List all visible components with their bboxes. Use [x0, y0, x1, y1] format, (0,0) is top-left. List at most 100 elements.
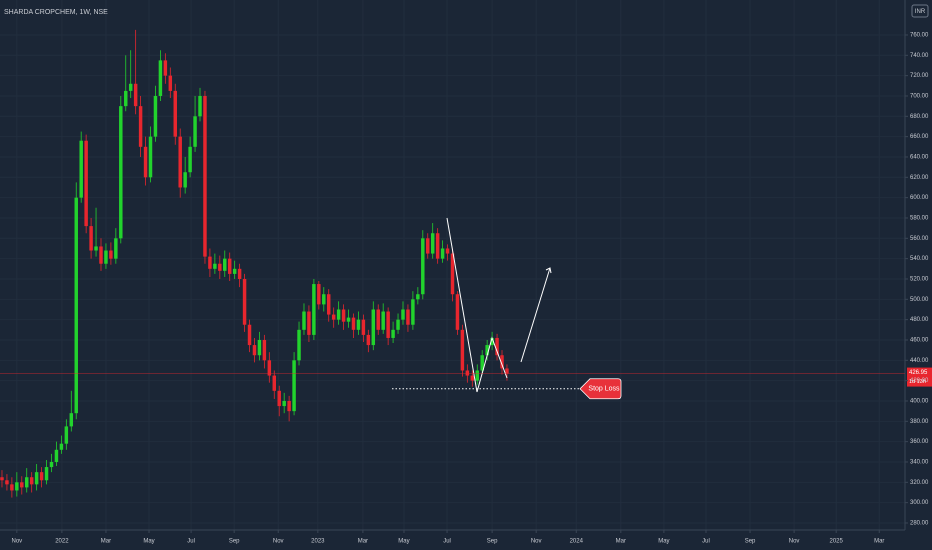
candle-body	[445, 248, 450, 254]
y-tick-label: 560.00	[910, 236, 929, 242]
y-tick-label: 580.00	[910, 216, 929, 222]
candle-body	[133, 83, 138, 107]
candle-body	[426, 238, 430, 254]
candle-body	[490, 337, 494, 346]
candle-body	[252, 345, 257, 356]
candle-body	[376, 309, 380, 330]
candle-body	[366, 334, 371, 346]
candle-body	[465, 370, 470, 376]
candle-body	[406, 309, 410, 325]
candle-body	[124, 90, 128, 107]
x-tick-label: Sep	[229, 539, 240, 545]
candle-body	[297, 329, 301, 361]
y-tick-label: 740.00	[910, 53, 929, 59]
candle-body	[193, 116, 197, 147]
candle-body	[163, 60, 168, 76]
candle-body	[49, 461, 54, 468]
candle-body	[485, 345, 489, 356]
candle-body	[168, 75, 173, 91]
candle-body	[44, 467, 49, 481]
x-tick-label: Mar	[874, 539, 884, 545]
candle-body	[20, 482, 24, 488]
candle-body	[119, 106, 123, 239]
y-tick-label: 340.00	[910, 460, 929, 466]
x-tick-label: Sep	[487, 539, 498, 545]
x-tick-label: May	[658, 539, 669, 545]
y-tick-label: 360.00	[910, 439, 929, 445]
chart-title: SHARDA CROPCHEM, 1W, NSE	[4, 9, 108, 16]
candle-body	[391, 329, 395, 338]
trend-line	[446, 217, 478, 393]
y-tick-label: 720.00	[910, 73, 929, 79]
candle-body	[331, 314, 336, 320]
y-tick-label: 300.00	[910, 500, 929, 506]
x-tick-label: Nov	[531, 539, 542, 545]
candle-body	[450, 253, 455, 295]
candle-body	[302, 311, 306, 330]
overlay: 426.95 1d 13h Stop Loss	[0, 367, 932, 400]
candle-body	[242, 278, 247, 325]
candle-body	[455, 294, 460, 330]
last-price-label: 426.95	[909, 370, 928, 376]
x-tick-label: May	[398, 539, 409, 545]
y-tick-label: 440.00	[910, 358, 929, 364]
candle-body	[326, 294, 331, 315]
y-tick-label: 480.00	[910, 317, 929, 323]
candle-body	[218, 263, 222, 271]
candle-body	[148, 136, 153, 178]
y-tick-label: 600.00	[910, 195, 929, 201]
candle-body	[128, 83, 133, 91]
candle-body	[470, 375, 475, 381]
candle-body	[114, 238, 118, 259]
candle-body	[272, 375, 277, 391]
candle-body	[158, 60, 163, 96]
candle-body	[79, 140, 83, 198]
candle-body	[292, 360, 296, 412]
candle-body	[227, 258, 232, 274]
x-tick-label: Jul	[702, 539, 710, 545]
candle-body	[109, 250, 113, 259]
y-tick-label: 620.00	[910, 175, 929, 181]
x-tick-label: 2024	[570, 539, 584, 545]
candle-body	[361, 319, 366, 335]
candle-body	[89, 226, 93, 251]
y-tick-label: 320.00	[910, 480, 929, 486]
x-tick-label: Mar	[358, 539, 368, 545]
x-tick-label: Mar	[616, 539, 626, 545]
candle-body	[351, 317, 356, 330]
y-tick-label: 700.00	[910, 94, 929, 100]
candle-body	[371, 309, 376, 346]
candle-body	[208, 256, 212, 269]
candle-body	[198, 95, 202, 117]
candle-body	[69, 413, 74, 427]
x-tick-label: Nov	[11, 539, 22, 545]
candles	[0, 29, 509, 498]
candle-body	[440, 248, 445, 259]
y-tick-label: 640.00	[910, 155, 929, 161]
candle-body	[74, 197, 78, 414]
candle-body	[54, 449, 59, 462]
y-tick-label: 540.00	[910, 256, 929, 262]
candle-body	[277, 390, 281, 407]
y-tick-label: 660.00	[910, 134, 929, 140]
candle-body	[104, 250, 108, 264]
candle-body	[34, 472, 39, 485]
currency: INR	[915, 9, 926, 15]
candle-body	[312, 284, 316, 335]
candle-body	[480, 355, 484, 371]
y-tick-label: 760.00	[910, 33, 929, 39]
x-tick-label: Jul	[187, 539, 195, 545]
candle-body	[183, 172, 187, 188]
currency-box	[911, 4, 929, 18]
y-tick-label: 460.00	[910, 338, 929, 344]
x-tick-label: Jul	[443, 539, 451, 545]
candle-body	[411, 299, 415, 325]
candle-body	[232, 268, 237, 274]
candle-body	[223, 258, 227, 271]
candle-body	[84, 140, 88, 227]
candle-body	[203, 95, 207, 257]
arrow-head	[545, 267, 552, 274]
candle-body	[430, 233, 435, 254]
